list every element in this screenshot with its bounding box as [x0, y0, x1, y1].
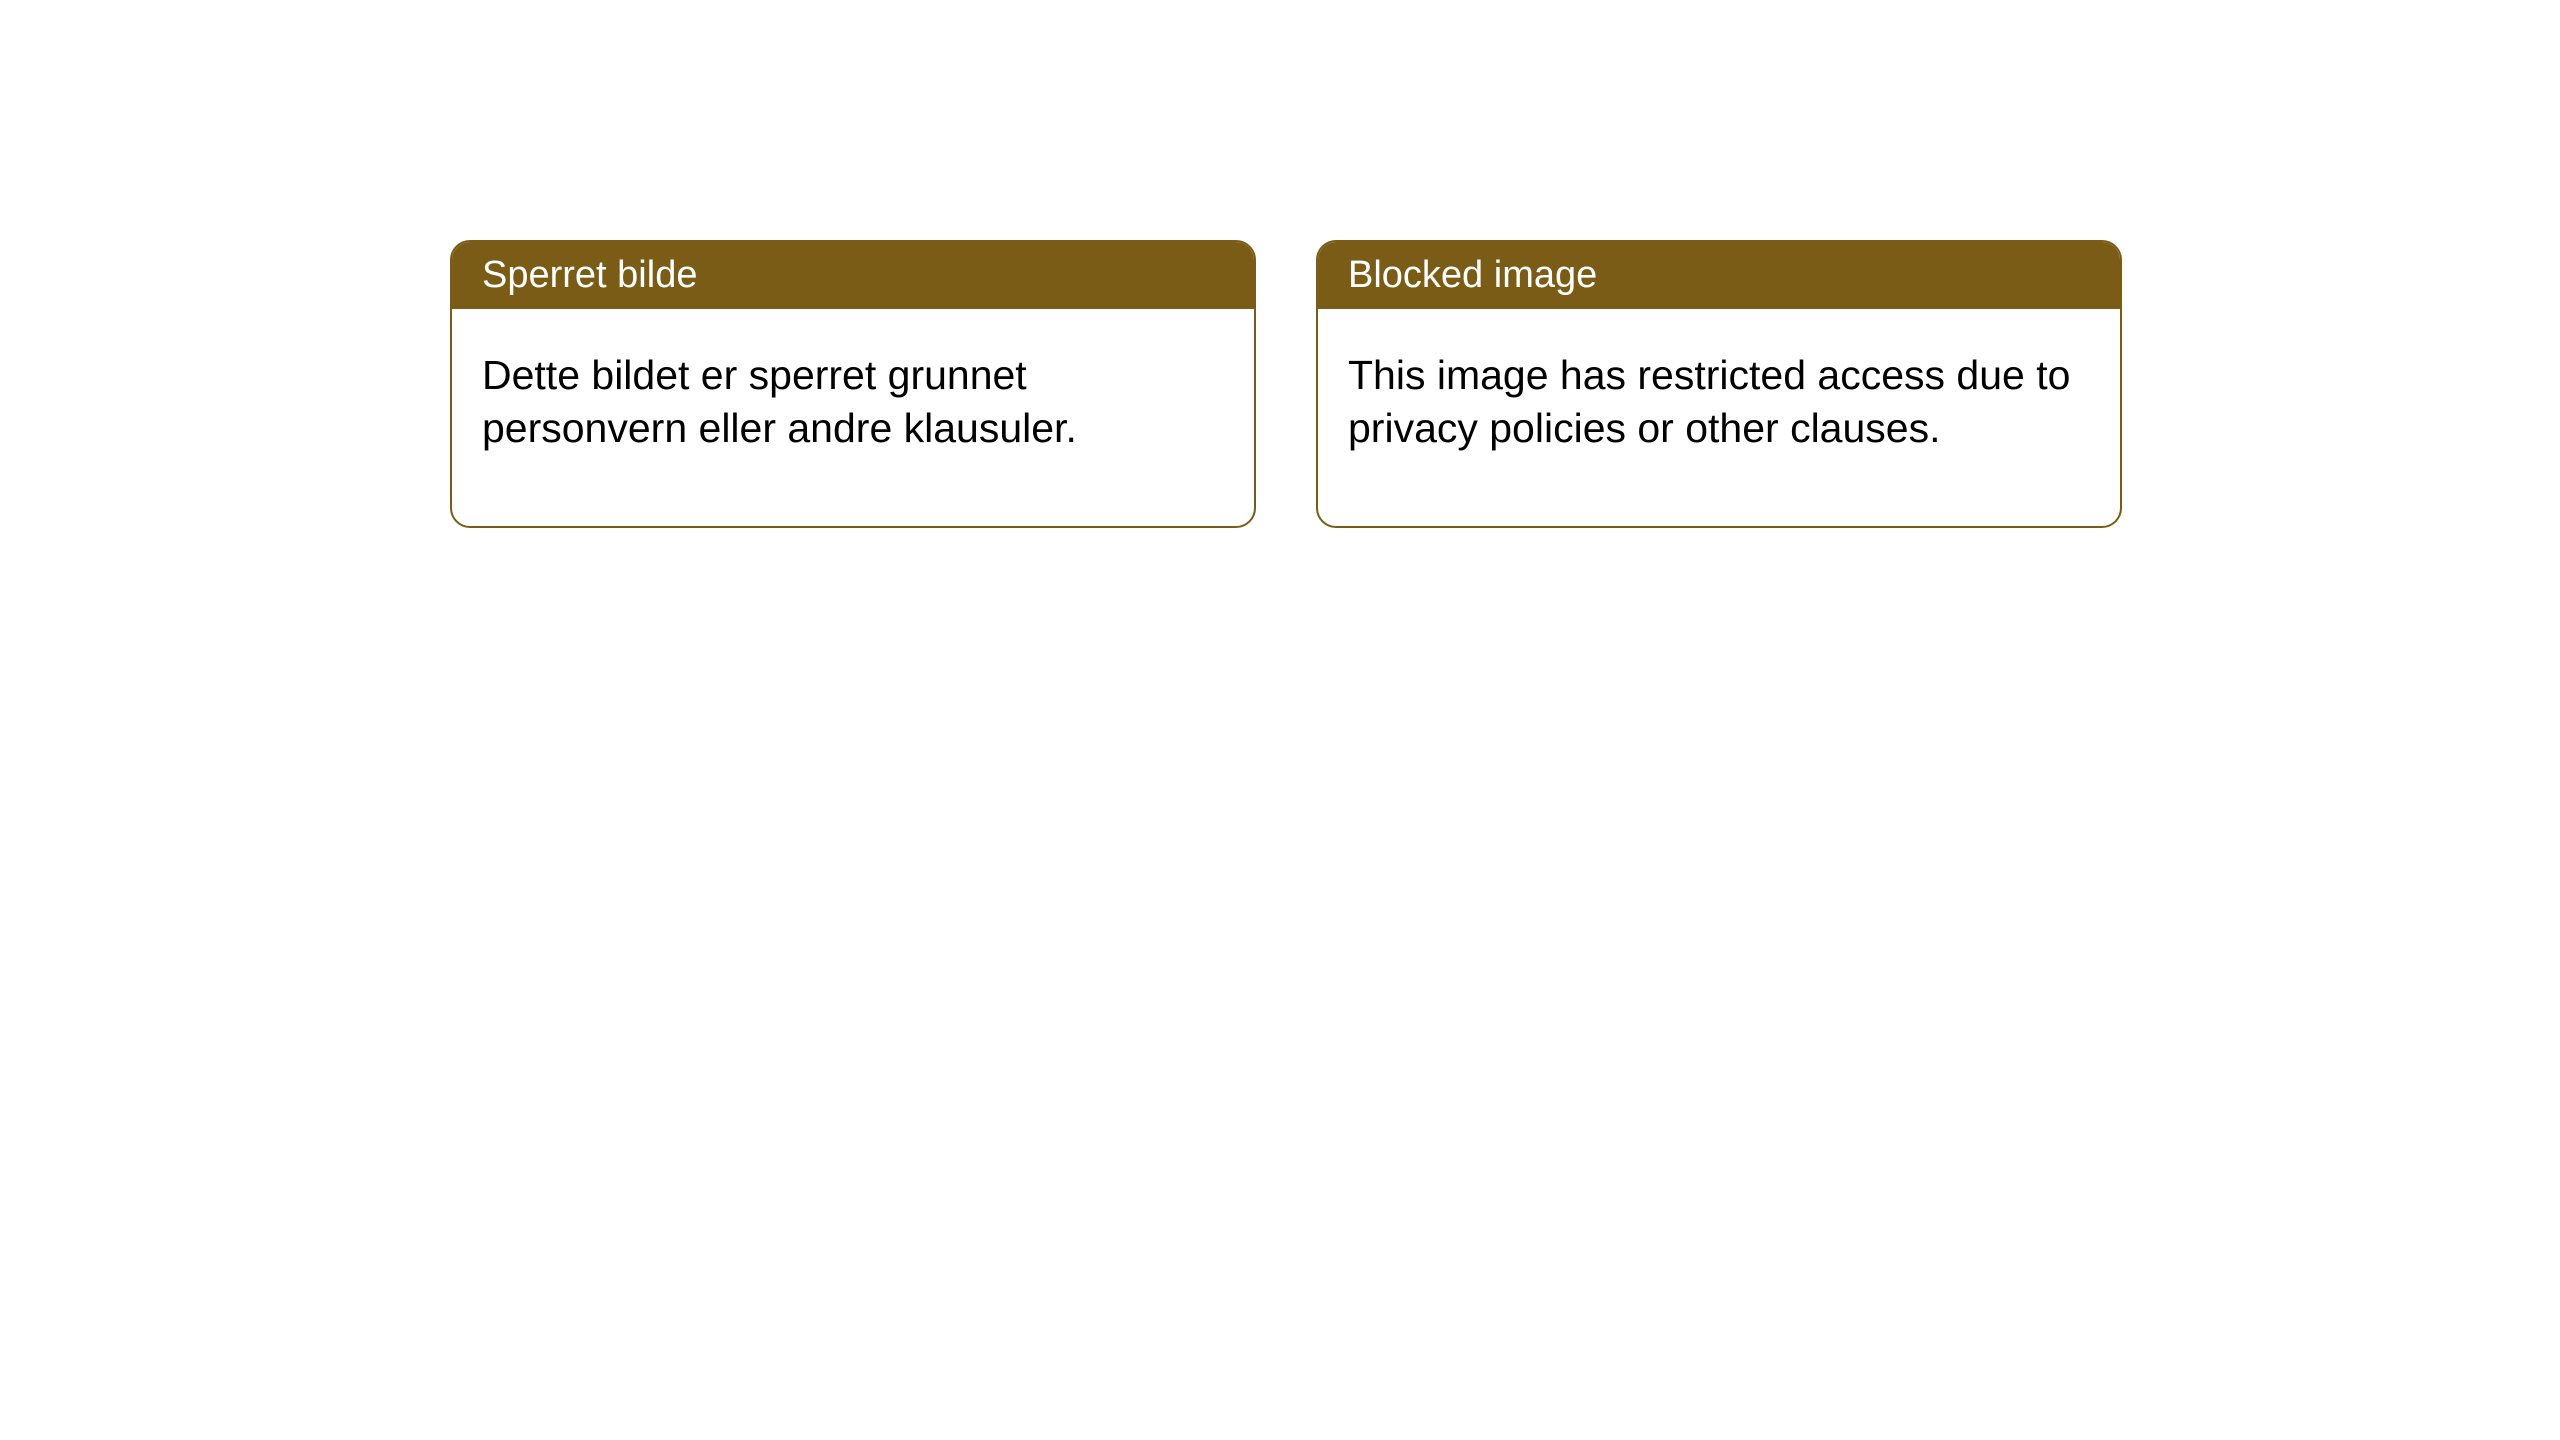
notice-card-title: Sperret bilde — [452, 242, 1254, 309]
notice-card-english: Blocked image This image has restricted … — [1316, 240, 2122, 528]
notice-card-title: Blocked image — [1318, 242, 2120, 309]
notice-card-norwegian: Sperret bilde Dette bildet er sperret gr… — [450, 240, 1256, 528]
notice-card-body: Dette bildet er sperret grunnet personve… — [452, 309, 1254, 526]
notice-cards-container: Sperret bilde Dette bildet er sperret gr… — [450, 240, 2122, 528]
notice-card-body: This image has restricted access due to … — [1318, 309, 2120, 526]
